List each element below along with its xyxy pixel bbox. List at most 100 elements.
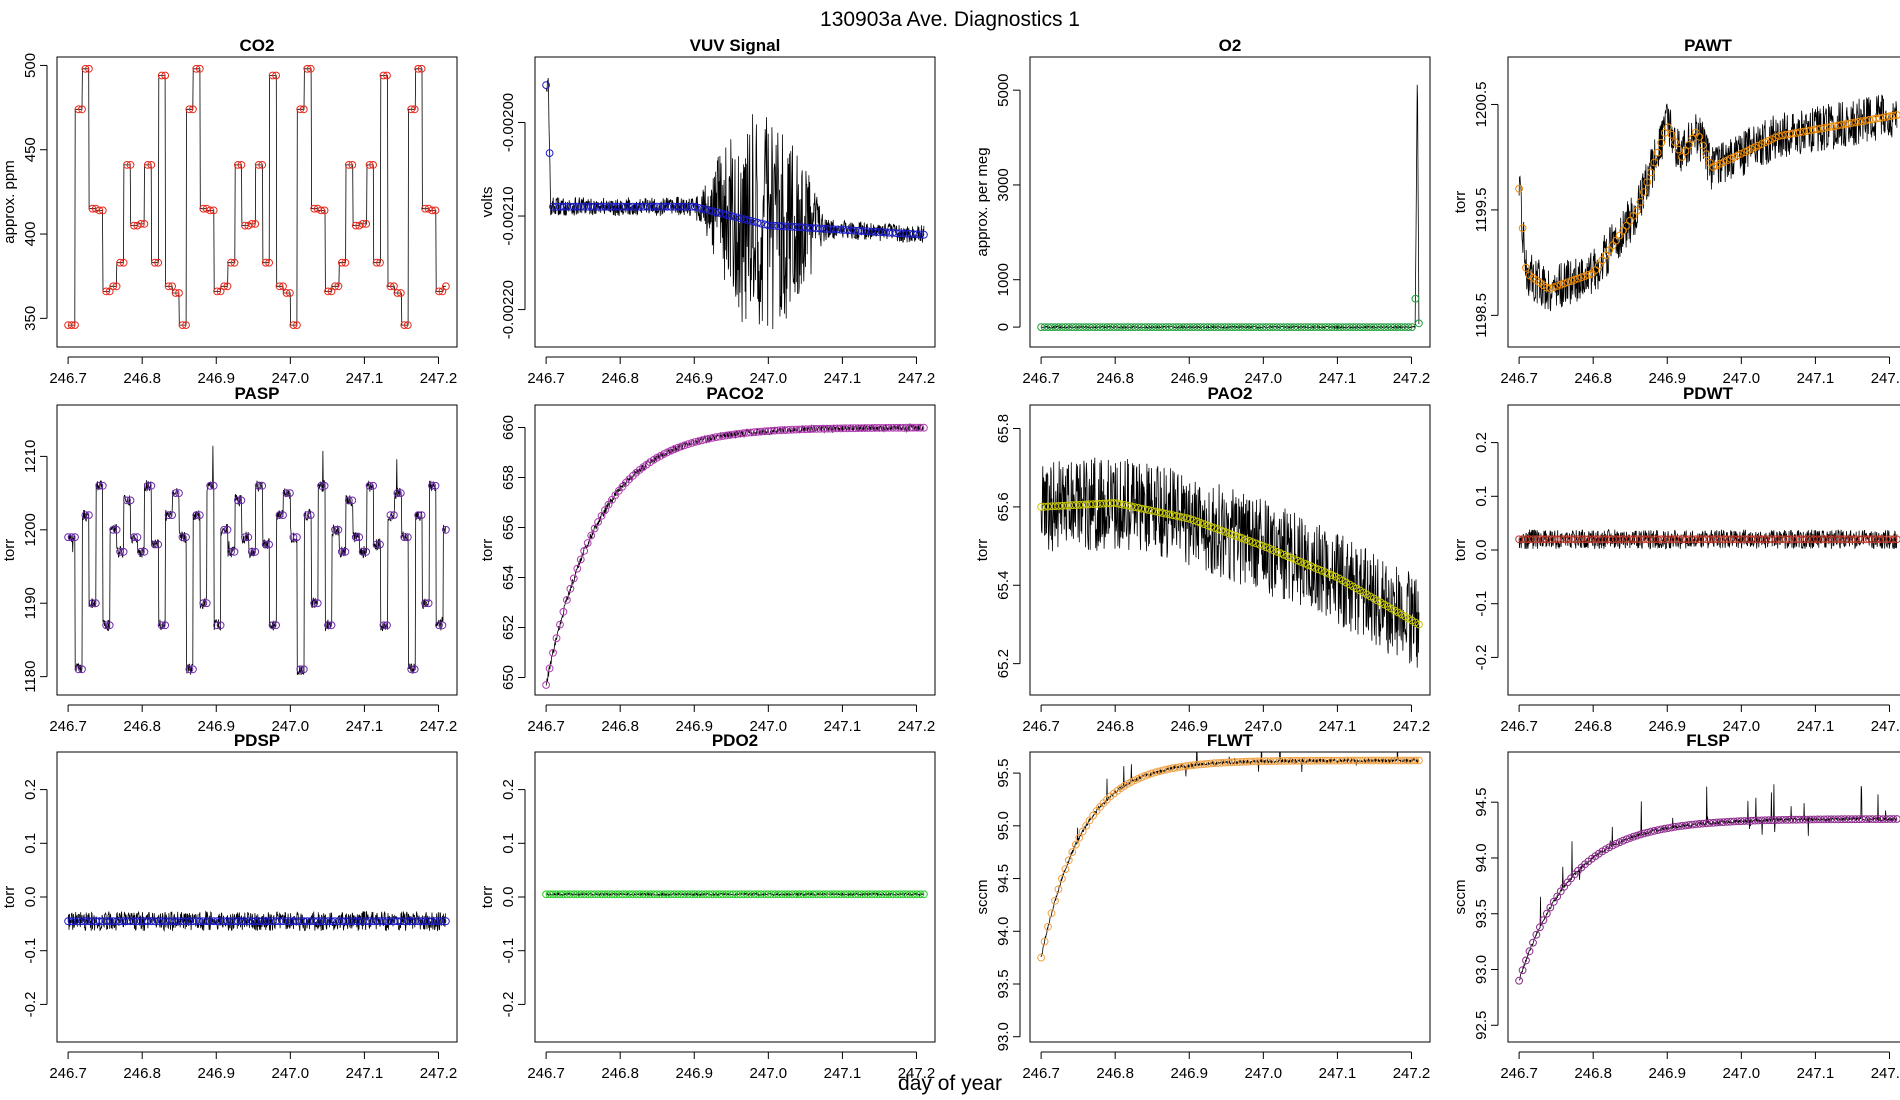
data-point xyxy=(195,511,204,519)
data-point xyxy=(254,481,263,490)
data-point xyxy=(1186,515,1194,523)
y-axis: 0 1000 3000 5000 xyxy=(995,73,1021,331)
x-tick-label: 247.2 xyxy=(1393,718,1431,735)
data-point xyxy=(234,496,242,505)
data-point xyxy=(424,599,433,608)
data-point xyxy=(1640,829,1648,838)
data-point xyxy=(1636,198,1645,206)
data-point xyxy=(746,217,755,225)
y-axis-label: sccm xyxy=(974,880,991,915)
data-point xyxy=(213,621,222,630)
data-point xyxy=(251,220,260,228)
data-point xyxy=(206,481,215,490)
data-point xyxy=(1262,543,1271,552)
data-point xyxy=(98,206,107,215)
data-point xyxy=(580,547,589,555)
plot-frame xyxy=(534,404,936,696)
data-point xyxy=(1290,555,1298,563)
data-point xyxy=(1224,529,1233,537)
y-tick-label: 94.5 xyxy=(1473,788,1490,817)
data-point xyxy=(98,481,107,490)
data-point xyxy=(195,64,204,73)
y-axis: 350 400 450 500 xyxy=(22,53,48,331)
data-point xyxy=(254,161,263,169)
panel-pao2: PAO2 torr 246.7 246.8 246.9 247.0 247.1 247.2 65… xyxy=(974,384,1431,735)
data-point xyxy=(1075,833,1084,842)
data-point xyxy=(327,621,336,630)
data-point xyxy=(209,206,218,215)
y-tick-label: 1200.5 xyxy=(1473,82,1490,128)
data-point xyxy=(1415,620,1423,629)
data-point xyxy=(1560,279,1569,288)
data-point xyxy=(227,258,235,267)
data-point xyxy=(296,105,305,114)
data-point xyxy=(701,205,710,214)
data-point xyxy=(1078,827,1087,836)
data-point xyxy=(376,258,384,267)
data-point xyxy=(1529,938,1537,947)
y-tick-label: 93.0 xyxy=(995,1022,1012,1051)
data-point xyxy=(732,213,741,222)
y-tick-label: 0.0 xyxy=(500,887,517,908)
data-point xyxy=(1068,848,1077,856)
data-point xyxy=(81,511,90,519)
data-point xyxy=(1058,874,1066,883)
data-point xyxy=(1210,524,1219,532)
data-point xyxy=(296,665,305,674)
data-point xyxy=(1234,533,1243,541)
y-tick-label: 350 xyxy=(22,306,39,331)
y-tick-label: 500 xyxy=(22,53,39,78)
x-tick-label: 247.1 xyxy=(346,718,384,735)
data-point xyxy=(220,525,229,534)
data-point xyxy=(71,533,79,542)
data-point xyxy=(552,634,561,643)
data-point xyxy=(279,511,287,519)
y-tick-label: 654 xyxy=(500,565,517,590)
x-tick-label: 246.8 xyxy=(1096,718,1134,735)
data-point xyxy=(237,161,246,169)
data-point xyxy=(383,621,391,630)
x-tick-label: 247.1 xyxy=(824,718,862,735)
data-point xyxy=(1688,134,1697,143)
data-point xyxy=(1137,773,1146,782)
x-tick-label: 246.9 xyxy=(1170,1065,1208,1082)
panel-title: PACO2 xyxy=(706,384,763,403)
data-point xyxy=(175,489,183,498)
data-point xyxy=(1518,966,1527,975)
data-point xyxy=(338,547,346,556)
x-tick-label: 247.1 xyxy=(824,1065,862,1082)
data-point xyxy=(757,219,765,228)
data-point xyxy=(400,533,409,542)
x-tick-label: 247.2 xyxy=(1871,1065,1900,1082)
data-point xyxy=(597,512,606,520)
data-point xyxy=(268,621,277,630)
data-point xyxy=(348,161,357,169)
series-line xyxy=(1040,457,1420,668)
series-line xyxy=(545,78,925,330)
data-point xyxy=(1542,909,1551,918)
data-point xyxy=(594,518,602,526)
data-point xyxy=(1317,566,1326,575)
x-tick-label: 247.1 xyxy=(1797,1065,1835,1082)
data-point xyxy=(286,489,294,498)
series-line xyxy=(68,68,446,326)
data-point xyxy=(344,161,353,169)
plot-frame xyxy=(1029,751,1431,1043)
data-point xyxy=(542,81,550,89)
data-point xyxy=(1546,903,1555,912)
x-tick-label: 246.9 xyxy=(197,370,235,387)
data-point xyxy=(150,258,159,267)
data-point xyxy=(1269,546,1278,555)
data-point xyxy=(372,258,381,267)
panel-paco2: PACO2 torr 246.7 246.8 246.9 247.0 247.1 247.2 6… xyxy=(479,384,936,735)
data-point xyxy=(583,539,592,547)
x-tick-label: 247.1 xyxy=(824,370,862,387)
x-tick-label: 247.0 xyxy=(1245,370,1283,387)
data-point xyxy=(1646,168,1655,177)
data-point xyxy=(299,105,308,114)
y-axis-label: torr xyxy=(479,539,496,562)
x-tick-label: 246.9 xyxy=(197,718,235,735)
data-point xyxy=(192,511,201,519)
